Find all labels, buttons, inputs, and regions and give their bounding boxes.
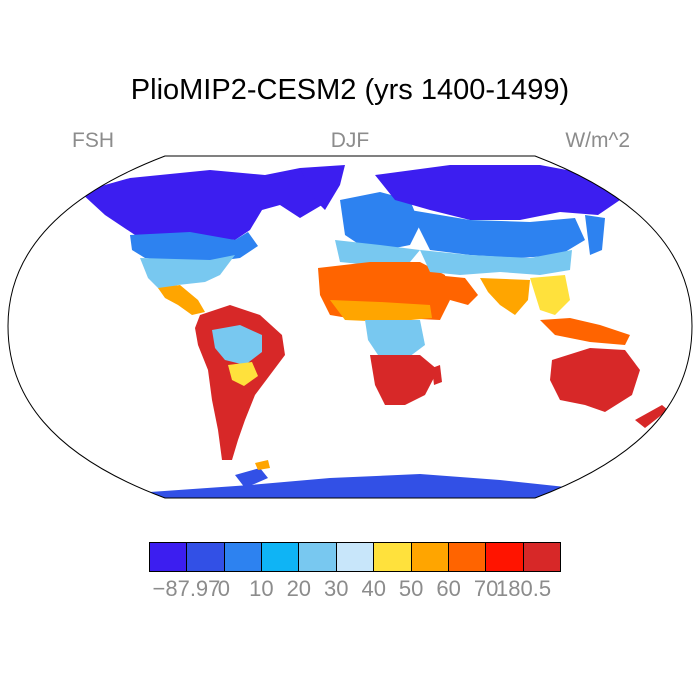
new-zealand	[635, 405, 668, 428]
colorbar-swatch	[224, 543, 263, 571]
central-asia	[410, 210, 585, 258]
plot-title: PlioMIP2-CESM2 (yrs 1400-1499)	[130, 74, 570, 106]
variable-label: FSH	[72, 129, 114, 152]
units-label: W/m^2	[565, 129, 630, 152]
colorbar-tick-label: 40	[361, 576, 386, 601]
colorbar-tick-label: 0	[217, 576, 231, 601]
colorbar-tick-label: 180.5	[496, 576, 552, 601]
colorbar-swatch	[411, 543, 449, 571]
india	[480, 278, 530, 315]
madagascar	[432, 365, 442, 385]
colorbar	[149, 542, 561, 572]
colorbar-tick-label: −87.97	[152, 576, 221, 601]
europe-south	[335, 240, 420, 265]
colorbar-tick-label: 10	[249, 576, 274, 601]
antarctica	[150, 474, 580, 498]
south-asia-north	[420, 250, 572, 275]
mexico	[158, 285, 205, 315]
amazon-fringe	[228, 362, 258, 386]
southeast-asia	[530, 275, 570, 315]
colorbar-swatch	[150, 543, 188, 571]
colorbar-tick-label: 30	[324, 576, 349, 601]
colorbar-swatch	[486, 543, 524, 571]
colorbar-ticks: −87.97 0 10 20 30 40 50 60 70 180.5	[0, 576, 700, 606]
colorbar-swatch	[374, 543, 412, 571]
central-africa	[365, 320, 425, 360]
colorbar-swatch	[187, 543, 225, 571]
kamchatka	[585, 215, 605, 255]
siberia	[375, 165, 620, 220]
colorbar-swatch	[262, 543, 300, 571]
greenland	[300, 165, 345, 210]
north-america-south	[140, 255, 235, 290]
colorbar-tick-label: 70	[473, 576, 499, 601]
colorbar-swatch	[448, 543, 487, 571]
australia	[550, 348, 640, 412]
sahel	[330, 300, 432, 322]
colorbar-tick-label: 50	[398, 576, 424, 601]
antarctic-peninsula	[235, 468, 268, 488]
southern-africa	[370, 355, 438, 405]
amazon-basin	[212, 325, 262, 365]
arabia	[435, 275, 478, 305]
colorbar-tick-label: 20	[286, 576, 312, 601]
colorbar-tick-label: 60	[436, 576, 461, 601]
north-america-cold	[80, 168, 330, 240]
season-label: DJF	[330, 129, 370, 152]
indonesia	[540, 318, 630, 345]
colorbar-swatch	[523, 543, 560, 571]
north-america-mid	[130, 232, 258, 262]
colorbar-swatch	[299, 543, 337, 571]
europe-north	[340, 192, 420, 250]
map-outline	[7, 155, 693, 499]
antarctic-islands	[255, 460, 270, 470]
colorbar-swatch	[336, 543, 375, 571]
